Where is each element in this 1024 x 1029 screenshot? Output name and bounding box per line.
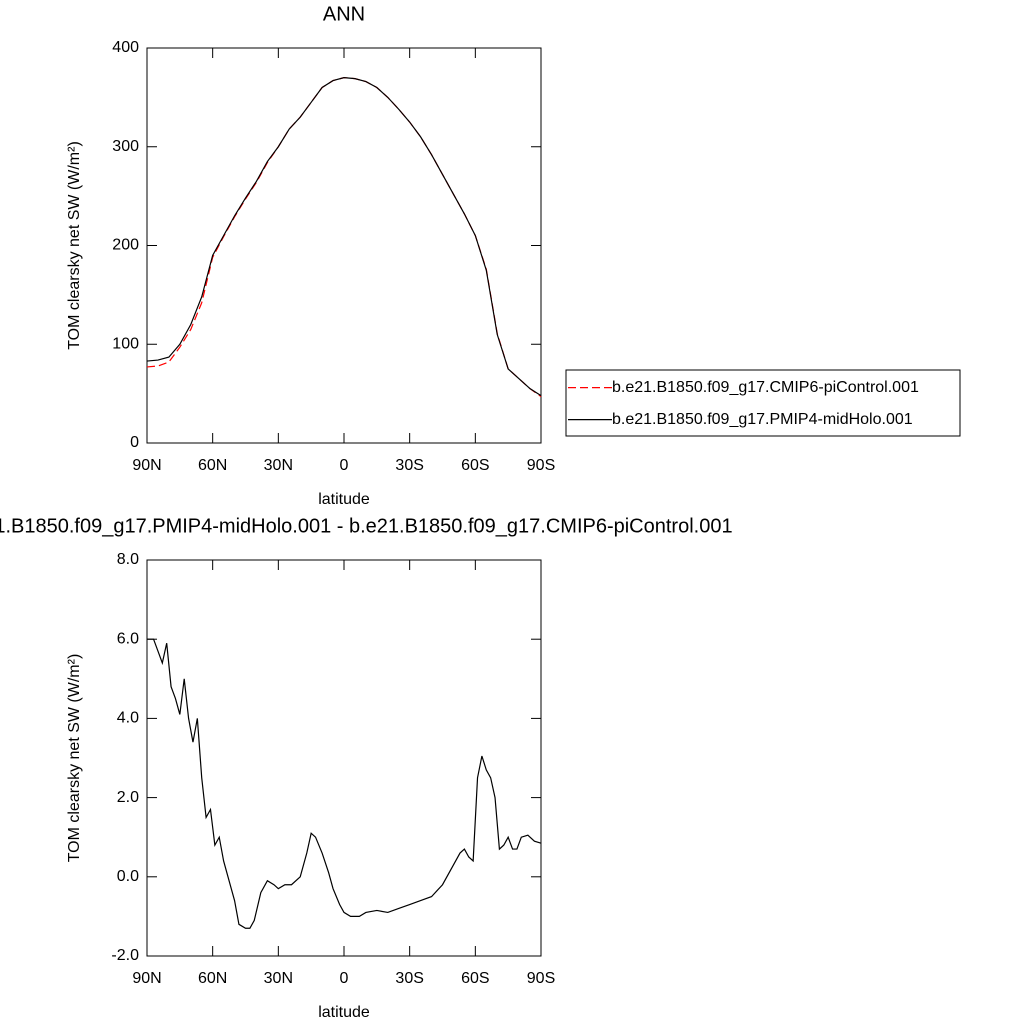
x-tick-label: 90S (527, 970, 555, 987)
x-tick-label: 90N (132, 970, 161, 987)
legend-label: b.e21.B1850.f09_g17.PMIP4-midHolo.001 (612, 411, 913, 428)
x-tick-label: 60S (461, 970, 489, 987)
y-tick-label: 300 (112, 138, 139, 155)
legend-box (565, 369, 961, 437)
x-axis-label: latitude (318, 491, 370, 508)
y-tick-label: 400 (112, 39, 139, 56)
x-tick-label: 90N (132, 457, 161, 474)
x-tick-label: 60S (461, 457, 489, 474)
y-tick-label: 200 (112, 237, 139, 254)
chart-title: b.e21.B1850.f09_g17.PMIP4-midHolo.001 - … (0, 515, 733, 537)
y-tick-label: -2.0 (111, 947, 139, 964)
x-tick-label: 30N (264, 457, 293, 474)
y-tick-label: 8.0 (117, 551, 139, 568)
x-tick-label: 0 (340, 457, 349, 474)
plot-frame (146, 47, 542, 444)
x-tick-label: 30S (395, 970, 423, 987)
data-line (147, 638, 542, 929)
y-axis-label: TOM clearsky net SW (W/m²) (66, 654, 83, 863)
chart-title: ANN (323, 3, 365, 25)
y-tick-label: 0.0 (117, 868, 139, 885)
y-tick-label: 6.0 (117, 630, 139, 647)
x-axis-label: latitude (318, 1004, 370, 1021)
legend-label: b.e21.B1850.f09_g17.CMIP6-piControl.001 (612, 379, 919, 396)
data-line (146, 77, 542, 397)
x-tick-label: 90S (527, 457, 555, 474)
y-axis-label: TOM clearsky net SW (W/m²) (66, 141, 83, 350)
x-tick-label: 60N (198, 457, 227, 474)
y-tick-label: 0 (130, 434, 139, 451)
x-tick-label: 60N (198, 970, 227, 987)
y-tick-label: 2.0 (117, 789, 139, 806)
y-tick-label: 100 (112, 335, 139, 352)
data-line (146, 77, 542, 398)
y-tick-label: 4.0 (117, 710, 139, 727)
x-tick-label: 0 (340, 970, 349, 987)
x-tick-label: 30N (264, 970, 293, 987)
x-tick-label: 30S (395, 457, 423, 474)
